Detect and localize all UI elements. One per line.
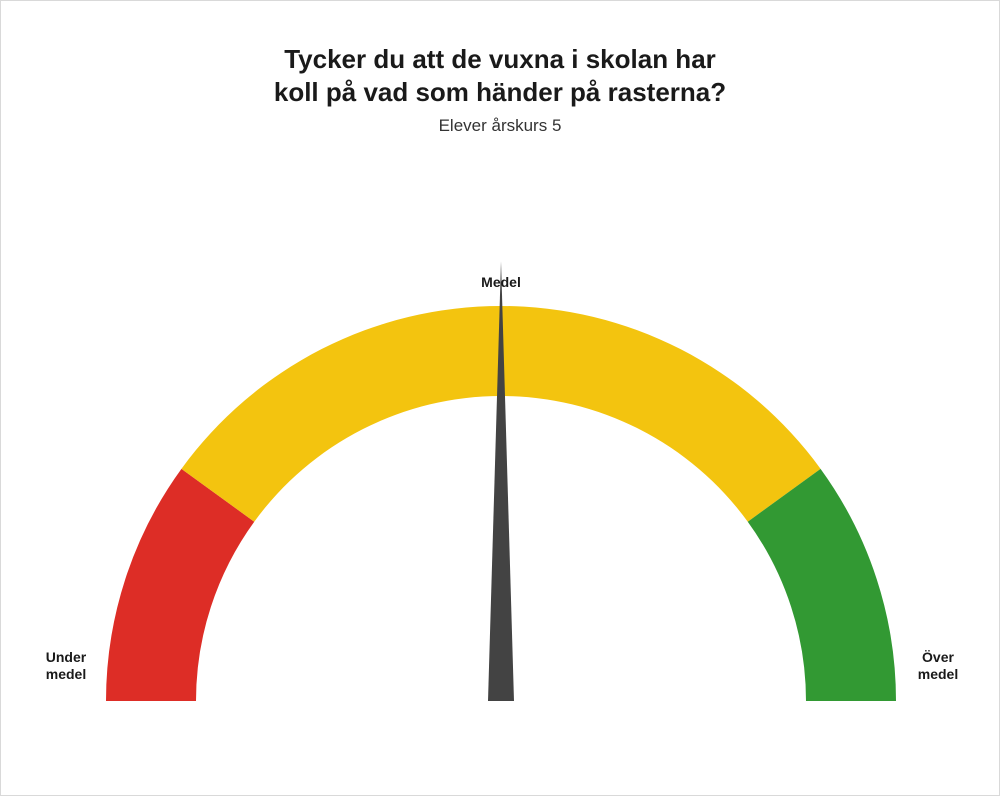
chart-frame: Tycker du att de vuxna i skolan har koll… (0, 0, 1000, 796)
gauge-label-medel: Medel (461, 274, 541, 291)
gauge-label-over-medel: Över medel (908, 649, 968, 683)
gauge-chart (1, 1, 999, 797)
gauge-label-under-medel: Under medel (36, 649, 96, 683)
